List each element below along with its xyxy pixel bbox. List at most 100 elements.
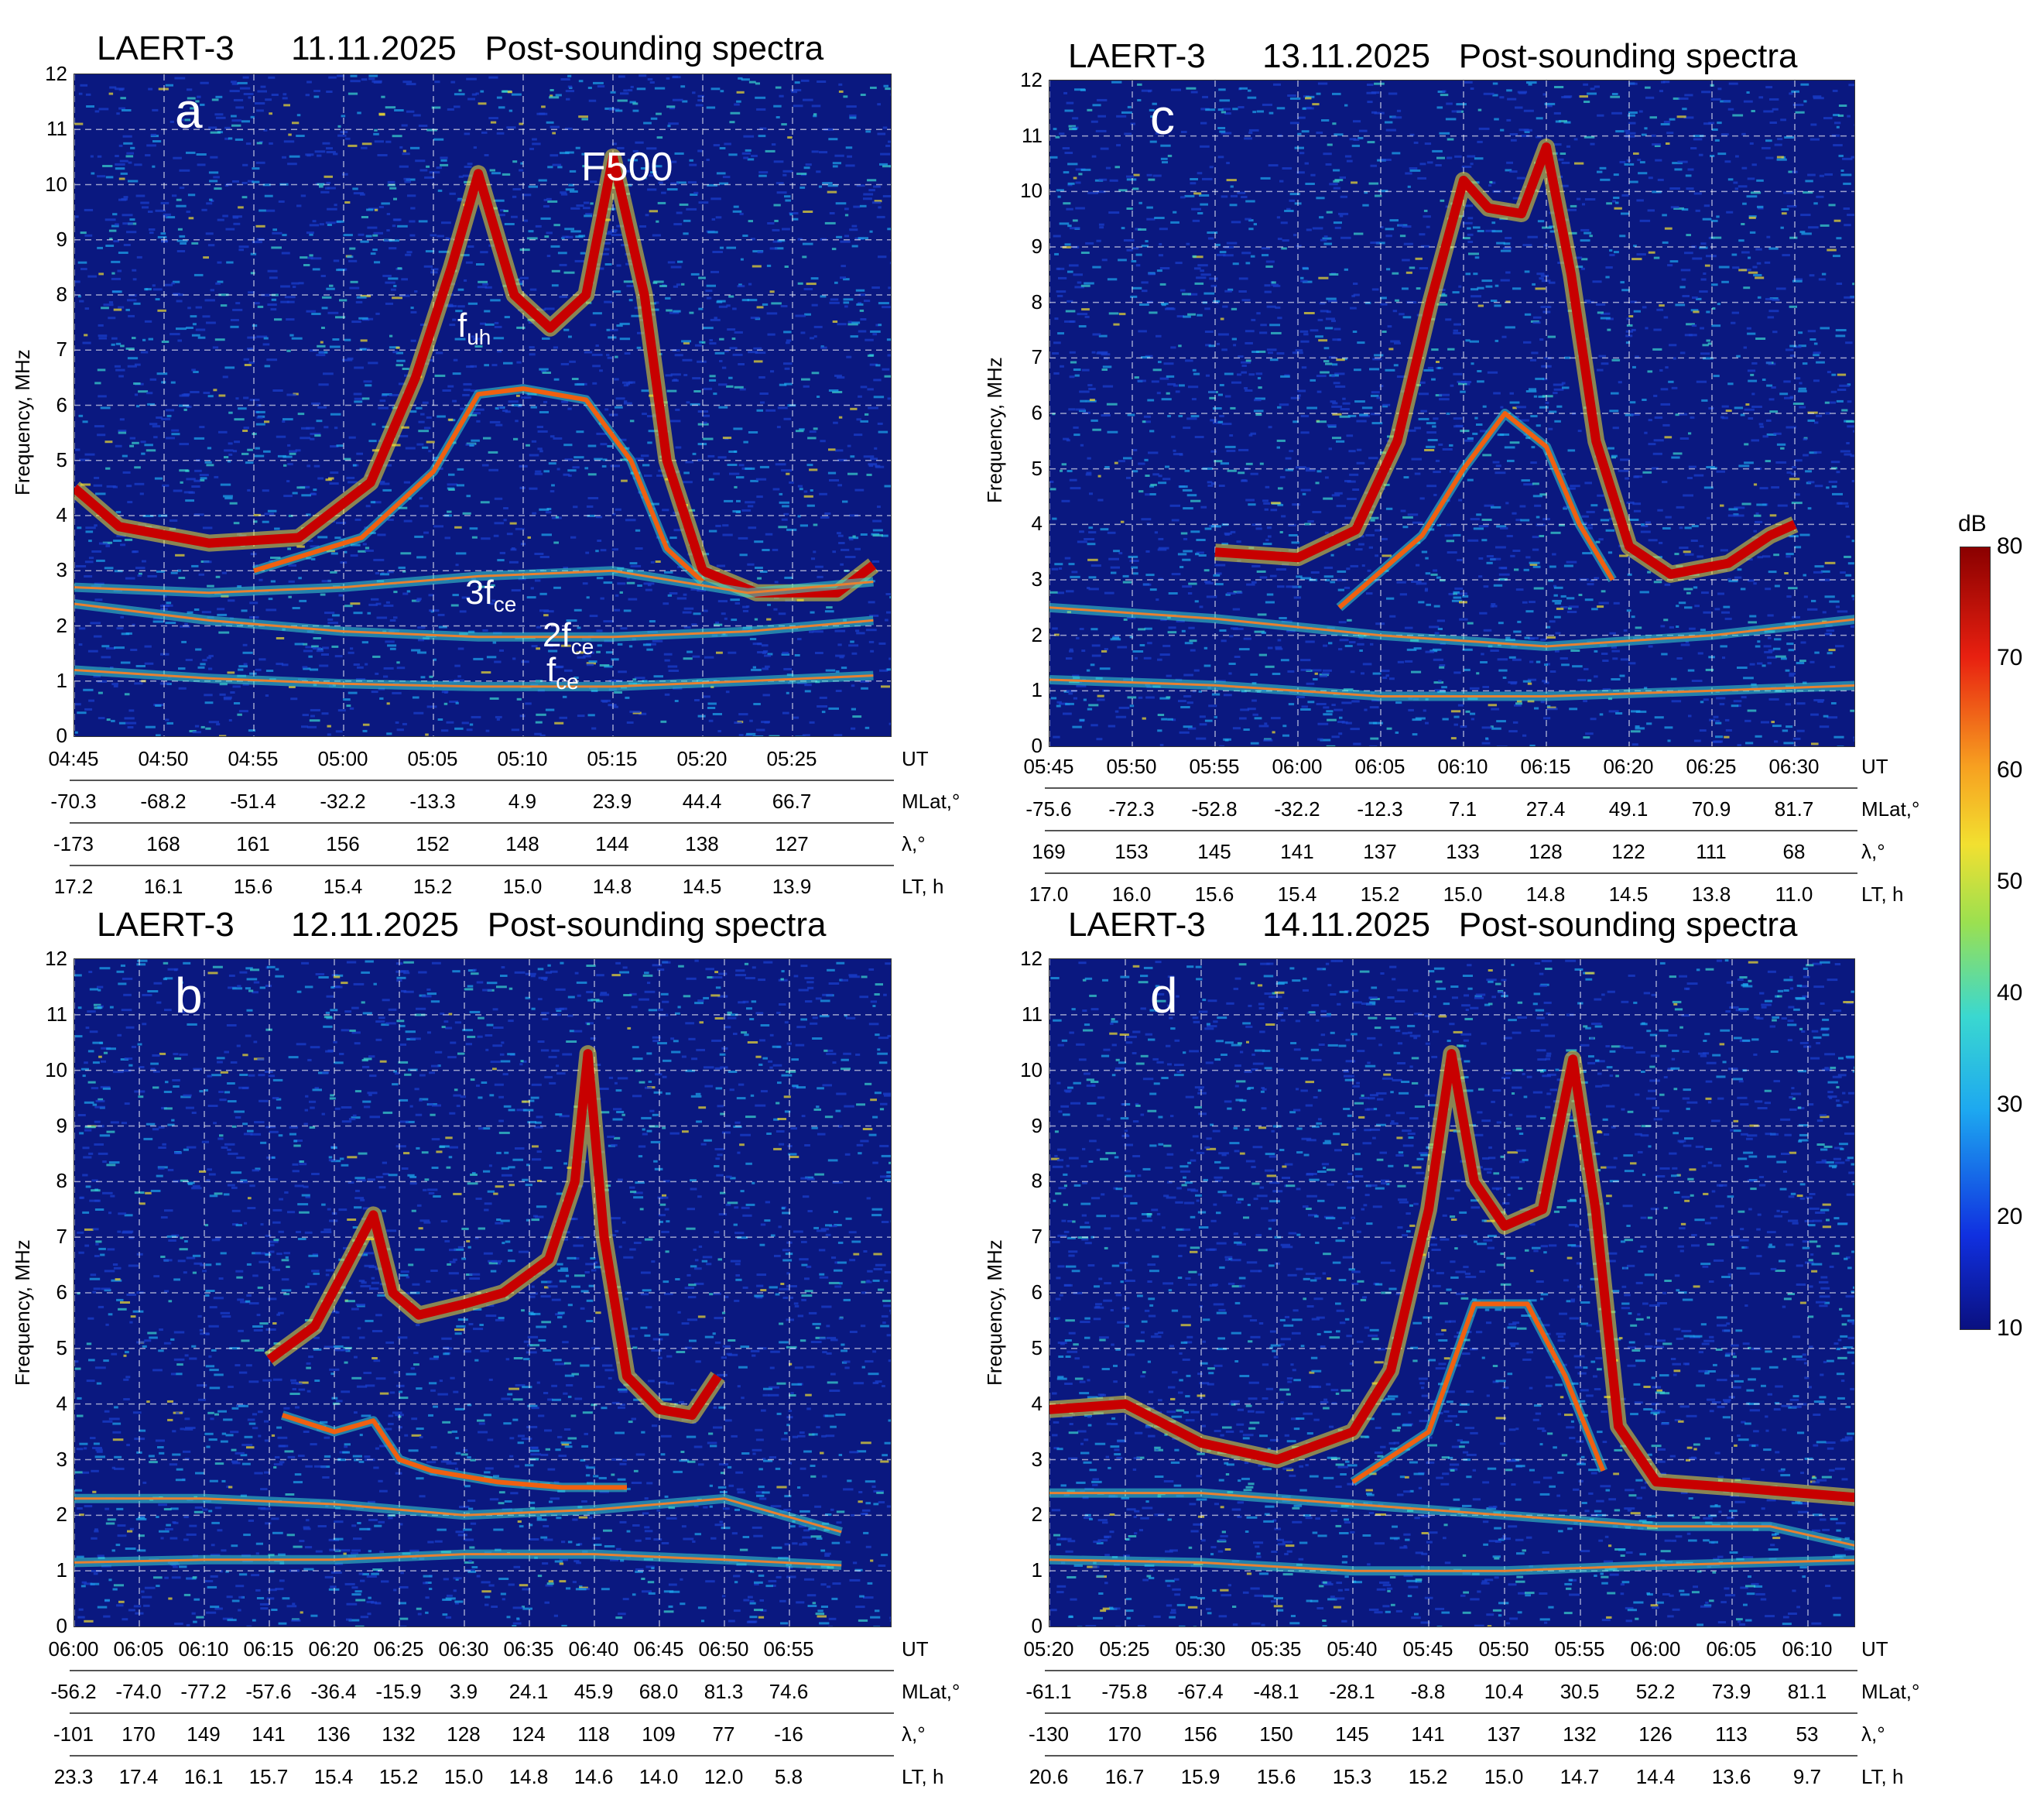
noise-cell: [572, 378, 579, 380]
noise-cell: [709, 478, 714, 481]
axis-row-separator: [70, 865, 894, 866]
noise-cell: [195, 725, 199, 728]
noise-cell: [683, 481, 693, 483]
noise-cell: [1831, 374, 1836, 376]
noise-cell: [727, 328, 735, 331]
noise-cell: [1271, 717, 1281, 719]
noise-cell: [608, 357, 613, 359]
noise-cell: [1219, 485, 1225, 487]
noise-cell: [1634, 510, 1641, 512]
noise-cell: [807, 505, 815, 507]
noise-cell: [711, 87, 721, 90]
noise-cell: [123, 471, 131, 474]
noise-cell: [837, 643, 841, 646]
noise-cell: [664, 571, 673, 574]
noise-cell: [774, 220, 779, 222]
noise-cell: [1404, 243, 1413, 245]
noise-cell: [1837, 471, 1840, 473]
noise-cell: [1844, 224, 1851, 226]
noise-cell: [323, 142, 330, 145]
noise-cell: [94, 524, 98, 526]
noise-cell: [1784, 572, 1789, 574]
noise-cell: [1813, 202, 1818, 204]
noise-cell: [1090, 724, 1097, 726]
y-axis-label: Frequency, MHz: [983, 357, 1007, 503]
noise-cell: [215, 283, 221, 285]
noise-cell: [1554, 595, 1558, 597]
noise-cell: [1298, 117, 1306, 119]
noise-cell: [1467, 540, 1478, 542]
axis-row-value: 66.7: [745, 790, 838, 814]
noise-cell: [1688, 670, 1695, 672]
noise-cell: [263, 343, 270, 345]
y-tick-label: 9: [1012, 235, 1043, 259]
noise-cell: [1782, 254, 1790, 256]
noise-cell: [385, 303, 393, 305]
noise-cell: [1625, 130, 1630, 132]
noise-cell: [861, 533, 868, 536]
axis-row-value: 23.9: [566, 790, 659, 814]
noise-cell: [1065, 703, 1074, 705]
noise-cell: [603, 620, 614, 622]
noise-cell: [1053, 235, 1061, 238]
noise-cell: [1495, 471, 1506, 474]
noise-cell: [1679, 98, 1689, 100]
noise-cell: [707, 107, 715, 109]
noise-cell: [282, 418, 293, 420]
noise-cell: [1589, 235, 1593, 237]
noise-cell: [115, 155, 119, 157]
noise-cell: [193, 323, 197, 325]
noise-cell: [878, 206, 881, 208]
noise-cell: [1738, 269, 1747, 271]
noise-cell: [1850, 710, 1854, 712]
noise-cell: [1256, 527, 1262, 530]
noise-cell: [1476, 672, 1479, 674]
noise-cell: [1803, 438, 1807, 440]
noise-cell: [575, 235, 583, 238]
noise-cell: [797, 638, 802, 640]
noise-cell: [1683, 588, 1693, 591]
noise-cell: [311, 313, 320, 315]
noise-cell: [1773, 433, 1781, 435]
noise-cell: [1852, 480, 1854, 482]
noise-cell: [1820, 224, 1830, 227]
noise-cell: [1585, 732, 1594, 735]
noise-cell: [1162, 161, 1168, 163]
noise-cell: [1101, 414, 1111, 416]
noise-cell: [1846, 536, 1850, 538]
noise-cell: [1411, 581, 1422, 583]
noise-cell: [777, 426, 781, 428]
noise-cell: [1800, 231, 1806, 233]
noise-cell: [389, 335, 392, 338]
noise-cell: [1282, 239, 1289, 242]
noise-cell: [1305, 97, 1312, 99]
noise-cell: [1388, 325, 1392, 327]
noise-cell: [349, 437, 356, 439]
noise-cell: [676, 283, 681, 286]
noise-cell: [160, 683, 170, 685]
noise-cell: [1764, 645, 1772, 647]
noise-cell: [890, 249, 891, 252]
noise-cell: [1186, 243, 1190, 245]
noise-cell: [1517, 177, 1525, 180]
noise-cell: [1282, 735, 1289, 737]
noise-cell: [1714, 740, 1723, 742]
noise-cell: [1326, 710, 1333, 712]
noise-cell: [1196, 539, 1205, 541]
noise-cell: [98, 717, 105, 719]
noise-cell: [1395, 701, 1402, 704]
noise-cell: [1123, 581, 1132, 584]
noise-cell: [1797, 730, 1805, 732]
noise-cell: [1133, 449, 1138, 451]
noise-cell: [1211, 285, 1217, 287]
noise-cell: [1087, 587, 1090, 589]
noise-cell: [1489, 181, 1492, 183]
noise-cell: [1072, 117, 1078, 119]
noise-cell: [468, 303, 478, 305]
noise-cell: [839, 416, 842, 419]
noise-cell: [614, 609, 620, 612]
noise-cell: [1751, 110, 1755, 112]
noise-cell: [1208, 704, 1217, 707]
noise-cell: [371, 423, 375, 426]
axis-row-value: 138: [656, 832, 748, 856]
